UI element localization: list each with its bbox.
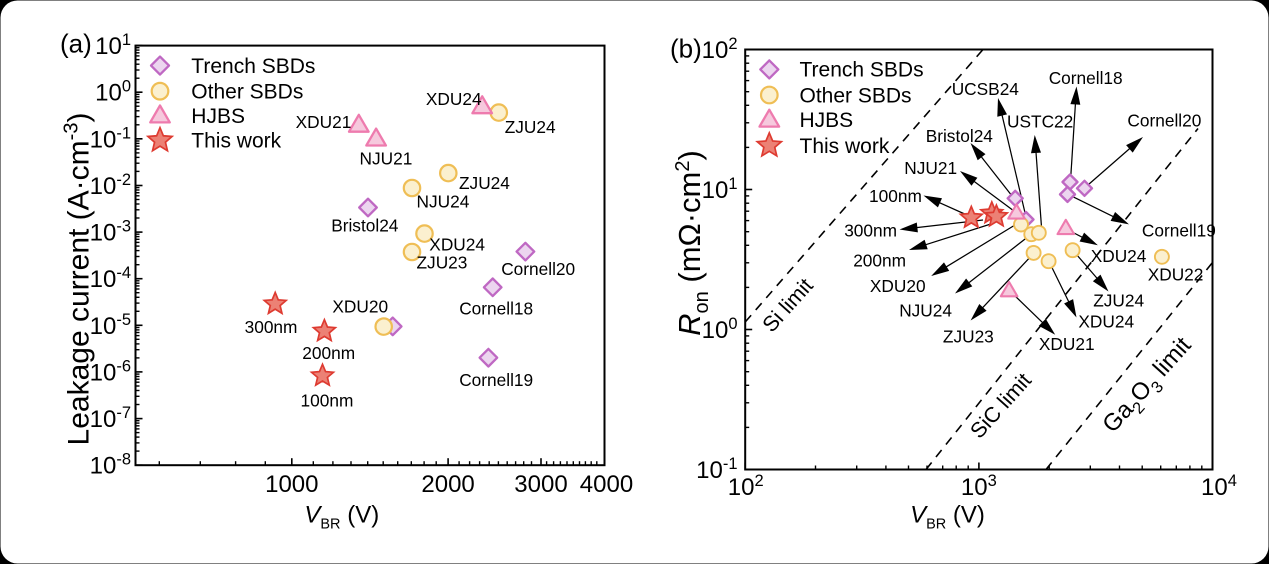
svg-text:XDU21: XDU21 xyxy=(1039,334,1095,354)
svg-text:ZJU23: ZJU23 xyxy=(943,326,994,346)
svg-text:XDU21: XDU21 xyxy=(296,112,352,132)
svg-text:Cornell18: Cornell18 xyxy=(459,299,533,319)
svg-text:(a): (a) xyxy=(60,28,92,58)
svg-text:USTC22: USTC22 xyxy=(1007,111,1073,131)
svg-text:NJU24: NJU24 xyxy=(899,301,952,321)
svg-text:XDU20: XDU20 xyxy=(332,296,388,316)
svg-text:NJU24: NJU24 xyxy=(417,192,470,212)
svg-text:NJU21: NJU21 xyxy=(360,149,413,169)
svg-text:Ron (mΩ·cm2): Ron (mΩ·cm2) xyxy=(672,150,713,336)
svg-text:XDU24: XDU24 xyxy=(429,235,485,255)
svg-text:100nm: 100nm xyxy=(869,186,922,206)
svg-text:XDU24: XDU24 xyxy=(1078,312,1134,332)
svg-text:Cornell19: Cornell19 xyxy=(1142,221,1216,241)
svg-text:This work: This work xyxy=(191,130,281,153)
svg-text:XDU20: XDU20 xyxy=(870,276,926,296)
svg-text:200nm: 200nm xyxy=(853,250,906,270)
svg-text:XDU24: XDU24 xyxy=(426,89,482,109)
svg-text:ZJU23: ZJU23 xyxy=(417,253,468,273)
svg-text:2000: 2000 xyxy=(421,471,474,498)
svg-text:Cornell20: Cornell20 xyxy=(1127,110,1201,130)
svg-text:1000: 1000 xyxy=(265,471,318,498)
svg-text:HJBS: HJBS xyxy=(800,109,854,132)
svg-text:300nm: 300nm xyxy=(844,220,897,240)
svg-text:VBR (V): VBR (V) xyxy=(910,502,985,533)
svg-text:XDU22: XDU22 xyxy=(1148,264,1204,284)
svg-text:ZJU24: ZJU24 xyxy=(505,117,556,137)
svg-text:VBR (V): VBR (V) xyxy=(304,502,379,533)
svg-text:ZJU24: ZJU24 xyxy=(1093,291,1144,311)
svg-text:Trench SBDs: Trench SBDs xyxy=(800,59,924,82)
svg-text:Leakage current (A·cm-3): Leakage current (A·cm-3) xyxy=(61,113,96,446)
svg-text:Cornell19: Cornell19 xyxy=(459,370,533,390)
svg-text:XDU24: XDU24 xyxy=(1091,246,1147,266)
svg-text:Trench SBDs: Trench SBDs xyxy=(191,55,315,78)
svg-text:Other SBDs: Other SBDs xyxy=(191,81,303,104)
svg-text:UCSB24: UCSB24 xyxy=(952,79,1020,99)
svg-text:3000: 3000 xyxy=(514,471,567,498)
svg-text:4000: 4000 xyxy=(580,471,633,498)
svg-text:This work: This work xyxy=(800,135,890,158)
svg-text:10-4: 10-4 xyxy=(90,264,131,293)
svg-text:ZJU24: ZJU24 xyxy=(459,173,510,193)
svg-text:Other SBDs: Other SBDs xyxy=(800,84,912,107)
svg-text:Bristol24: Bristol24 xyxy=(331,216,399,236)
svg-text:Cornell18: Cornell18 xyxy=(1049,68,1123,88)
svg-text:300nm: 300nm xyxy=(245,317,298,337)
svg-text:NJU21: NJU21 xyxy=(904,158,957,178)
svg-text:HJBS: HJBS xyxy=(191,105,245,128)
svg-text:Bristol24: Bristol24 xyxy=(926,126,994,146)
svg-text:100nm: 100nm xyxy=(301,391,354,411)
svg-text:(b): (b) xyxy=(670,34,702,64)
svg-text:200nm: 200nm xyxy=(302,343,355,363)
svg-text:Cornell20: Cornell20 xyxy=(501,259,575,279)
